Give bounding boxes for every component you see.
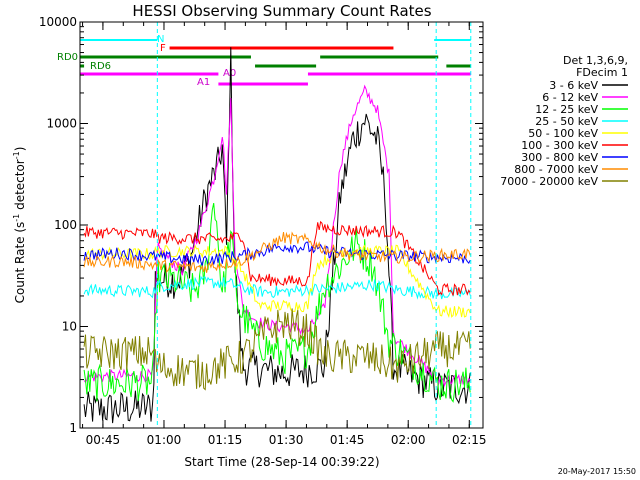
series-layer <box>83 47 471 424</box>
y-tick-label: 1 <box>69 421 77 435</box>
legend-label: 50 - 100 keV <box>528 127 598 140</box>
x-tick-label: 01:00 <box>147 433 182 447</box>
band-label-f: F <box>160 43 166 54</box>
series-line-2 <box>83 202 471 403</box>
x-tick-label: 02:00 <box>391 433 426 447</box>
band-label-rd6: RD6 <box>90 61 111 72</box>
band-label-n: N <box>157 34 164 45</box>
series-line-0 <box>83 47 471 424</box>
y-axis-label: Count Rate (s-1 detector-1) <box>12 147 27 304</box>
legend-label: 3 - 6 keV <box>549 79 598 92</box>
x-tick-label: 01:45 <box>330 433 365 447</box>
legend-header-line-2: FDecim 1 <box>576 66 628 79</box>
legend-header-line-1: Det 1,3,6,9, <box>563 54 628 67</box>
legend-label: 100 - 300 keV <box>521 139 598 152</box>
date-stamp: 20-May-2017 15:50 <box>558 467 636 476</box>
x-tick-label: 02:15 <box>452 433 487 447</box>
axes: 00:45 01:00 01:15 01:30 01:45 02:00 02:15 1 10 10… <box>39 15 487 447</box>
series-line-6 <box>83 241 471 268</box>
series-line-5 <box>83 220 471 296</box>
band-label-rd0: RD0 <box>57 52 78 63</box>
band-label-a1: A1 <box>197 77 210 88</box>
x-tick-label: 00:45 <box>86 433 121 447</box>
legend-label: 12 - 25 keV <box>535 103 598 116</box>
x-tick-label: 01:30 <box>269 433 304 447</box>
series-line-3 <box>83 275 471 300</box>
y-tick-label: 10 <box>62 320 77 334</box>
x-tick-label: 01:15 <box>208 433 243 447</box>
observing-state-bands: NF RD0 RD6 A1 A0 <box>57 34 471 88</box>
legend-label: 800 - 7000 keV <box>514 163 598 176</box>
series-line-8 <box>83 308 471 391</box>
chart-title: HESSI Observing Summary Count Rates <box>132 2 431 20</box>
series-line-7 <box>83 231 471 273</box>
band-label-a0: A0 <box>223 68 236 79</box>
vertical-markers <box>156 22 472 428</box>
y-tick-label: 100 <box>54 218 77 232</box>
legend-label: 25 - 50 keV <box>535 115 598 128</box>
y-tick-label: 10000 <box>39 15 77 29</box>
legend-label: 7000 - 20000 keV <box>500 175 598 188</box>
x-axis-label: Start Time (28-Sep-14 00:39:22) <box>184 455 379 469</box>
legend-label: 300 - 800 keV <box>521 151 598 164</box>
y-tick-label: 1000 <box>46 117 77 131</box>
legend-label: 6 - 12 keV <box>542 91 598 104</box>
